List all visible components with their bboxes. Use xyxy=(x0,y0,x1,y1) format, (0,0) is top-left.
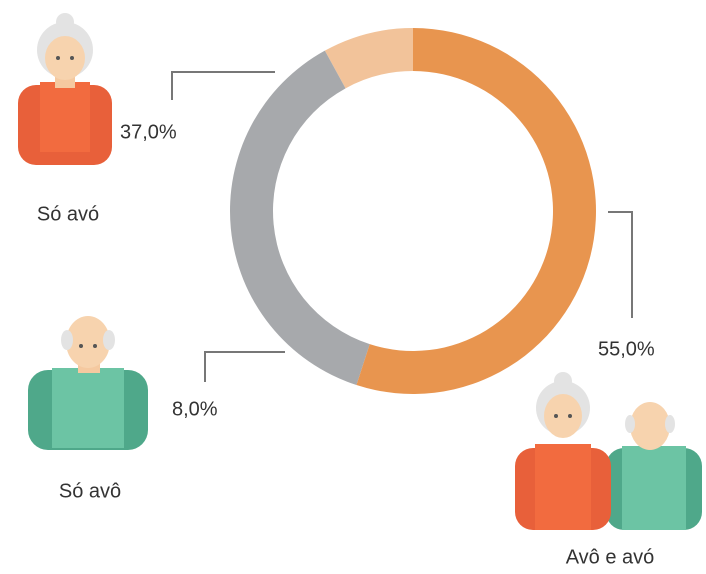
value-label: 8,0% xyxy=(172,398,218,420)
donut-segment xyxy=(230,50,370,386)
category-label: Só avô xyxy=(59,480,121,502)
donut-segment xyxy=(356,28,597,395)
couple-icon xyxy=(515,372,702,530)
leader-line xyxy=(171,71,275,100)
category-label: Avô e avó xyxy=(566,546,655,568)
leader-line xyxy=(608,211,633,318)
leader-line xyxy=(204,351,285,382)
value-label: 55,0% xyxy=(598,338,655,360)
value-label: 37,0% xyxy=(120,121,177,143)
category-label: Só avó xyxy=(37,203,99,225)
grandmother-icon xyxy=(18,13,112,165)
grandfather-icon xyxy=(28,316,148,450)
donut-segment xyxy=(324,28,413,89)
